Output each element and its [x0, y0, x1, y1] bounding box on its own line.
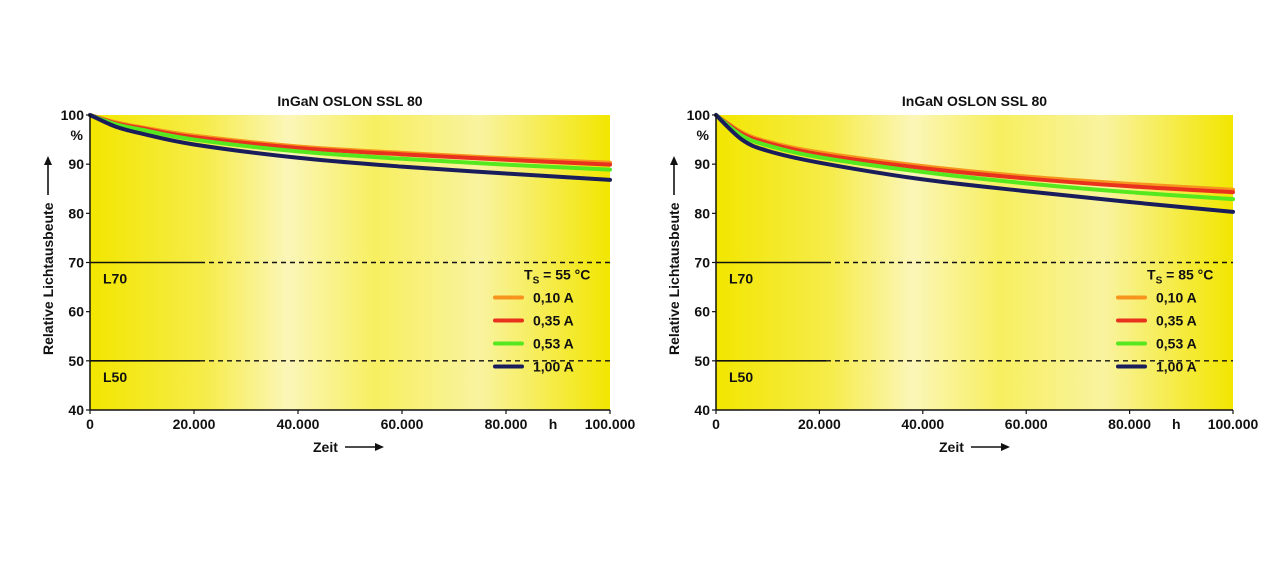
legend-label-2: 0,35 A [1156, 313, 1197, 329]
y-tick-label: 60 [694, 304, 710, 320]
x-axis-label: Zeit [313, 439, 338, 455]
legend-label-4: 1,00 A [1156, 359, 1197, 375]
y-tick-label: 70 [694, 255, 710, 271]
x-tick-label: 60.000 [1005, 416, 1048, 432]
y-tick-label: 40 [694, 402, 710, 418]
series-line-3 [88, 113, 612, 172]
y-tick-label: 50 [694, 353, 710, 369]
reference-label-l50: L50 [729, 369, 753, 385]
reference-label-l70: L70 [729, 271, 753, 287]
x-tick-label: 80.000 [1108, 416, 1151, 432]
chart-title: InGaN OSLON SSL 80 [277, 93, 422, 109]
chart-panel-2: InGaN OSLON SSL 80 L70 L50 40 50 60 70 80 90 100%… [666, 93, 1259, 455]
y-tick-label: 100 [687, 107, 711, 123]
x-axis-label: Zeit [939, 439, 964, 455]
x-tick-label: 100.000 [1208, 416, 1259, 432]
reference-label-l50: L50 [103, 369, 127, 385]
x-tick-label: 20.000 [798, 416, 841, 432]
x-tick-label: 0 [712, 416, 720, 432]
legend-label-1: 0,10 A [533, 290, 574, 306]
legend-title: TS = 85 °C [1147, 267, 1213, 287]
series-line-2 [714, 113, 1235, 195]
y-axis-label: Relative Lichtausbeute [666, 202, 682, 355]
x-tick-label: 20.000 [173, 416, 216, 432]
legend-label-1: 0,10 A [1156, 290, 1197, 306]
x-axis-arrow-head [1001, 443, 1010, 451]
legend-label-4: 1,00 A [533, 359, 574, 375]
y-axis-arrow-head [44, 156, 52, 165]
y-tick-label: 60 [68, 304, 84, 320]
y-tick-label: 100 [61, 107, 85, 123]
y-tick-label: 50 [68, 353, 84, 369]
x-unit-label: h [549, 416, 558, 432]
series-line-4 [714, 113, 1235, 214]
x-tick-label: 40.000 [277, 416, 320, 432]
chart-panel-1: InGaN OSLON SSL 80 L70 L50 40 50 60 70 80 90 100%… [40, 93, 636, 455]
y-tick-label: 90 [68, 156, 84, 172]
y-axis-label: Relative Lichtausbeute [40, 202, 56, 355]
x-tick-label: 0 [86, 416, 94, 432]
x-unit-label: h [1172, 416, 1181, 432]
y-tick-label: 40 [68, 402, 84, 418]
y-axis-arrow-head [670, 156, 678, 165]
x-axis-arrow-head [375, 443, 384, 451]
legend-title: TS = 55 °C [524, 267, 590, 287]
y-tick-label: 80 [68, 205, 84, 221]
x-tick-label: 100.000 [585, 416, 636, 432]
y-tick-label: 90 [694, 156, 710, 172]
series-line-4 [88, 113, 612, 182]
x-tick-label: 80.000 [485, 416, 528, 432]
legend-label-3: 0,53 A [1156, 336, 1197, 352]
y-unit-label: % [71, 127, 84, 143]
legend-label-3: 0,53 A [533, 336, 574, 352]
y-unit-label: % [697, 127, 710, 143]
legend-label-2: 0,35 A [533, 313, 574, 329]
x-tick-label: 40.000 [901, 416, 944, 432]
y-tick-label: 70 [68, 255, 84, 271]
series-line-3 [714, 113, 1235, 202]
y-tick-label: 80 [694, 205, 710, 221]
reference-label-l70: L70 [103, 271, 127, 287]
x-tick-label: 60.000 [381, 416, 424, 432]
chart-title: InGaN OSLON SSL 80 [902, 93, 1047, 109]
